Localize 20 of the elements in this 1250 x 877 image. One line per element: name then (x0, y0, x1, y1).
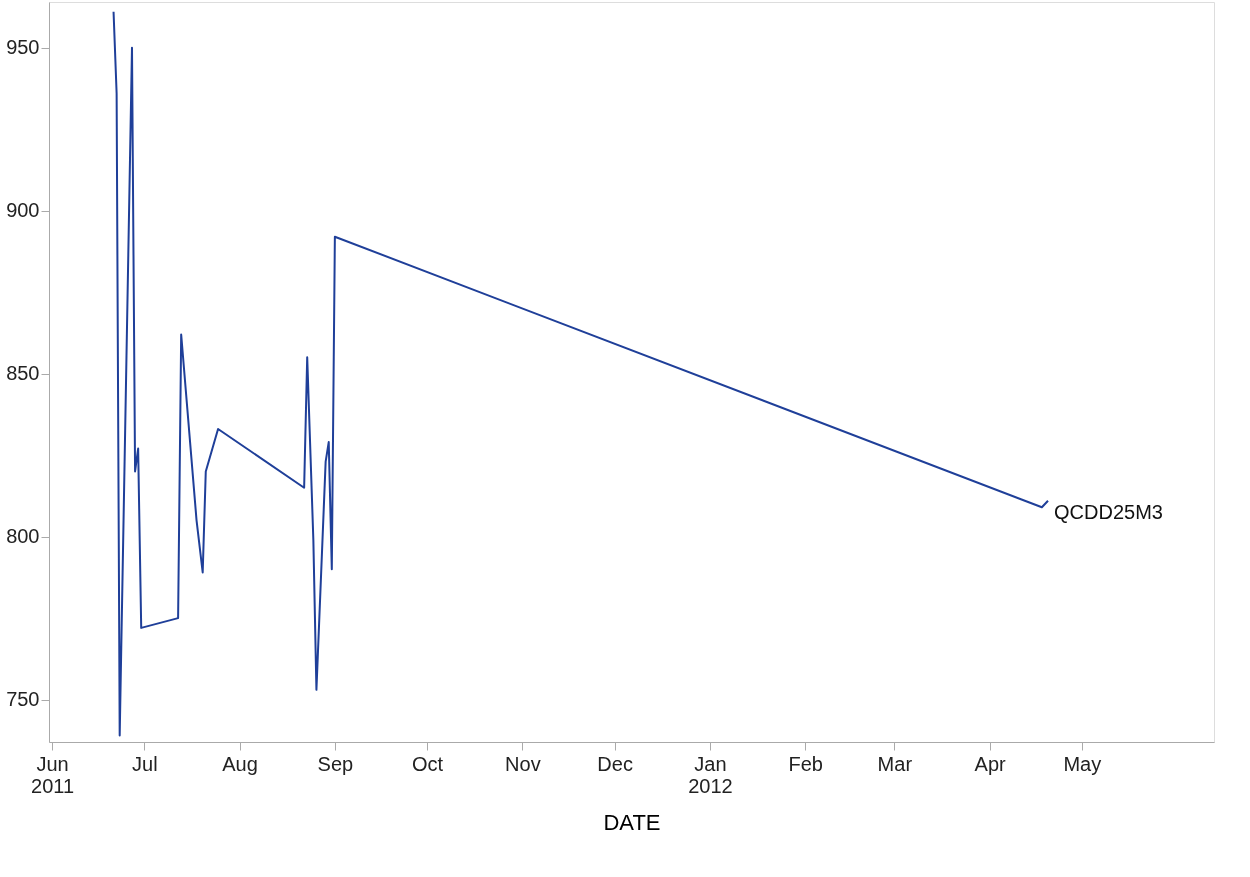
x-tick-label: Sep (317, 752, 354, 775)
x-tick-label: Apr (974, 752, 1007, 775)
x-tick-label: Nov (505, 752, 541, 775)
x-tick-label: Jun 2011 (31, 752, 75, 797)
y-tick-label: 750 (6, 688, 40, 711)
x-tick-label: Jul (132, 752, 158, 775)
y-tick-label: 900 (6, 199, 40, 222)
x-axis-title: DATE (603, 809, 661, 835)
y-tick-label: 950 (6, 36, 40, 59)
line-series (112, 10, 1050, 737)
x-tick-label: Mar (877, 752, 913, 775)
y-tick-label: 850 (6, 362, 40, 385)
x-tick-label: Feb (788, 752, 823, 775)
x-tick-label: Jan 2012 (688, 752, 733, 797)
x-tick-label: Oct (412, 752, 444, 775)
y-tick-label: 800 (6, 525, 40, 548)
x-tick-label: May (1063, 752, 1102, 775)
x-tick-label: Aug (222, 752, 258, 775)
x-tick-label: Dec (597, 752, 633, 775)
series-label: QCDD25M3 (1054, 500, 1163, 523)
